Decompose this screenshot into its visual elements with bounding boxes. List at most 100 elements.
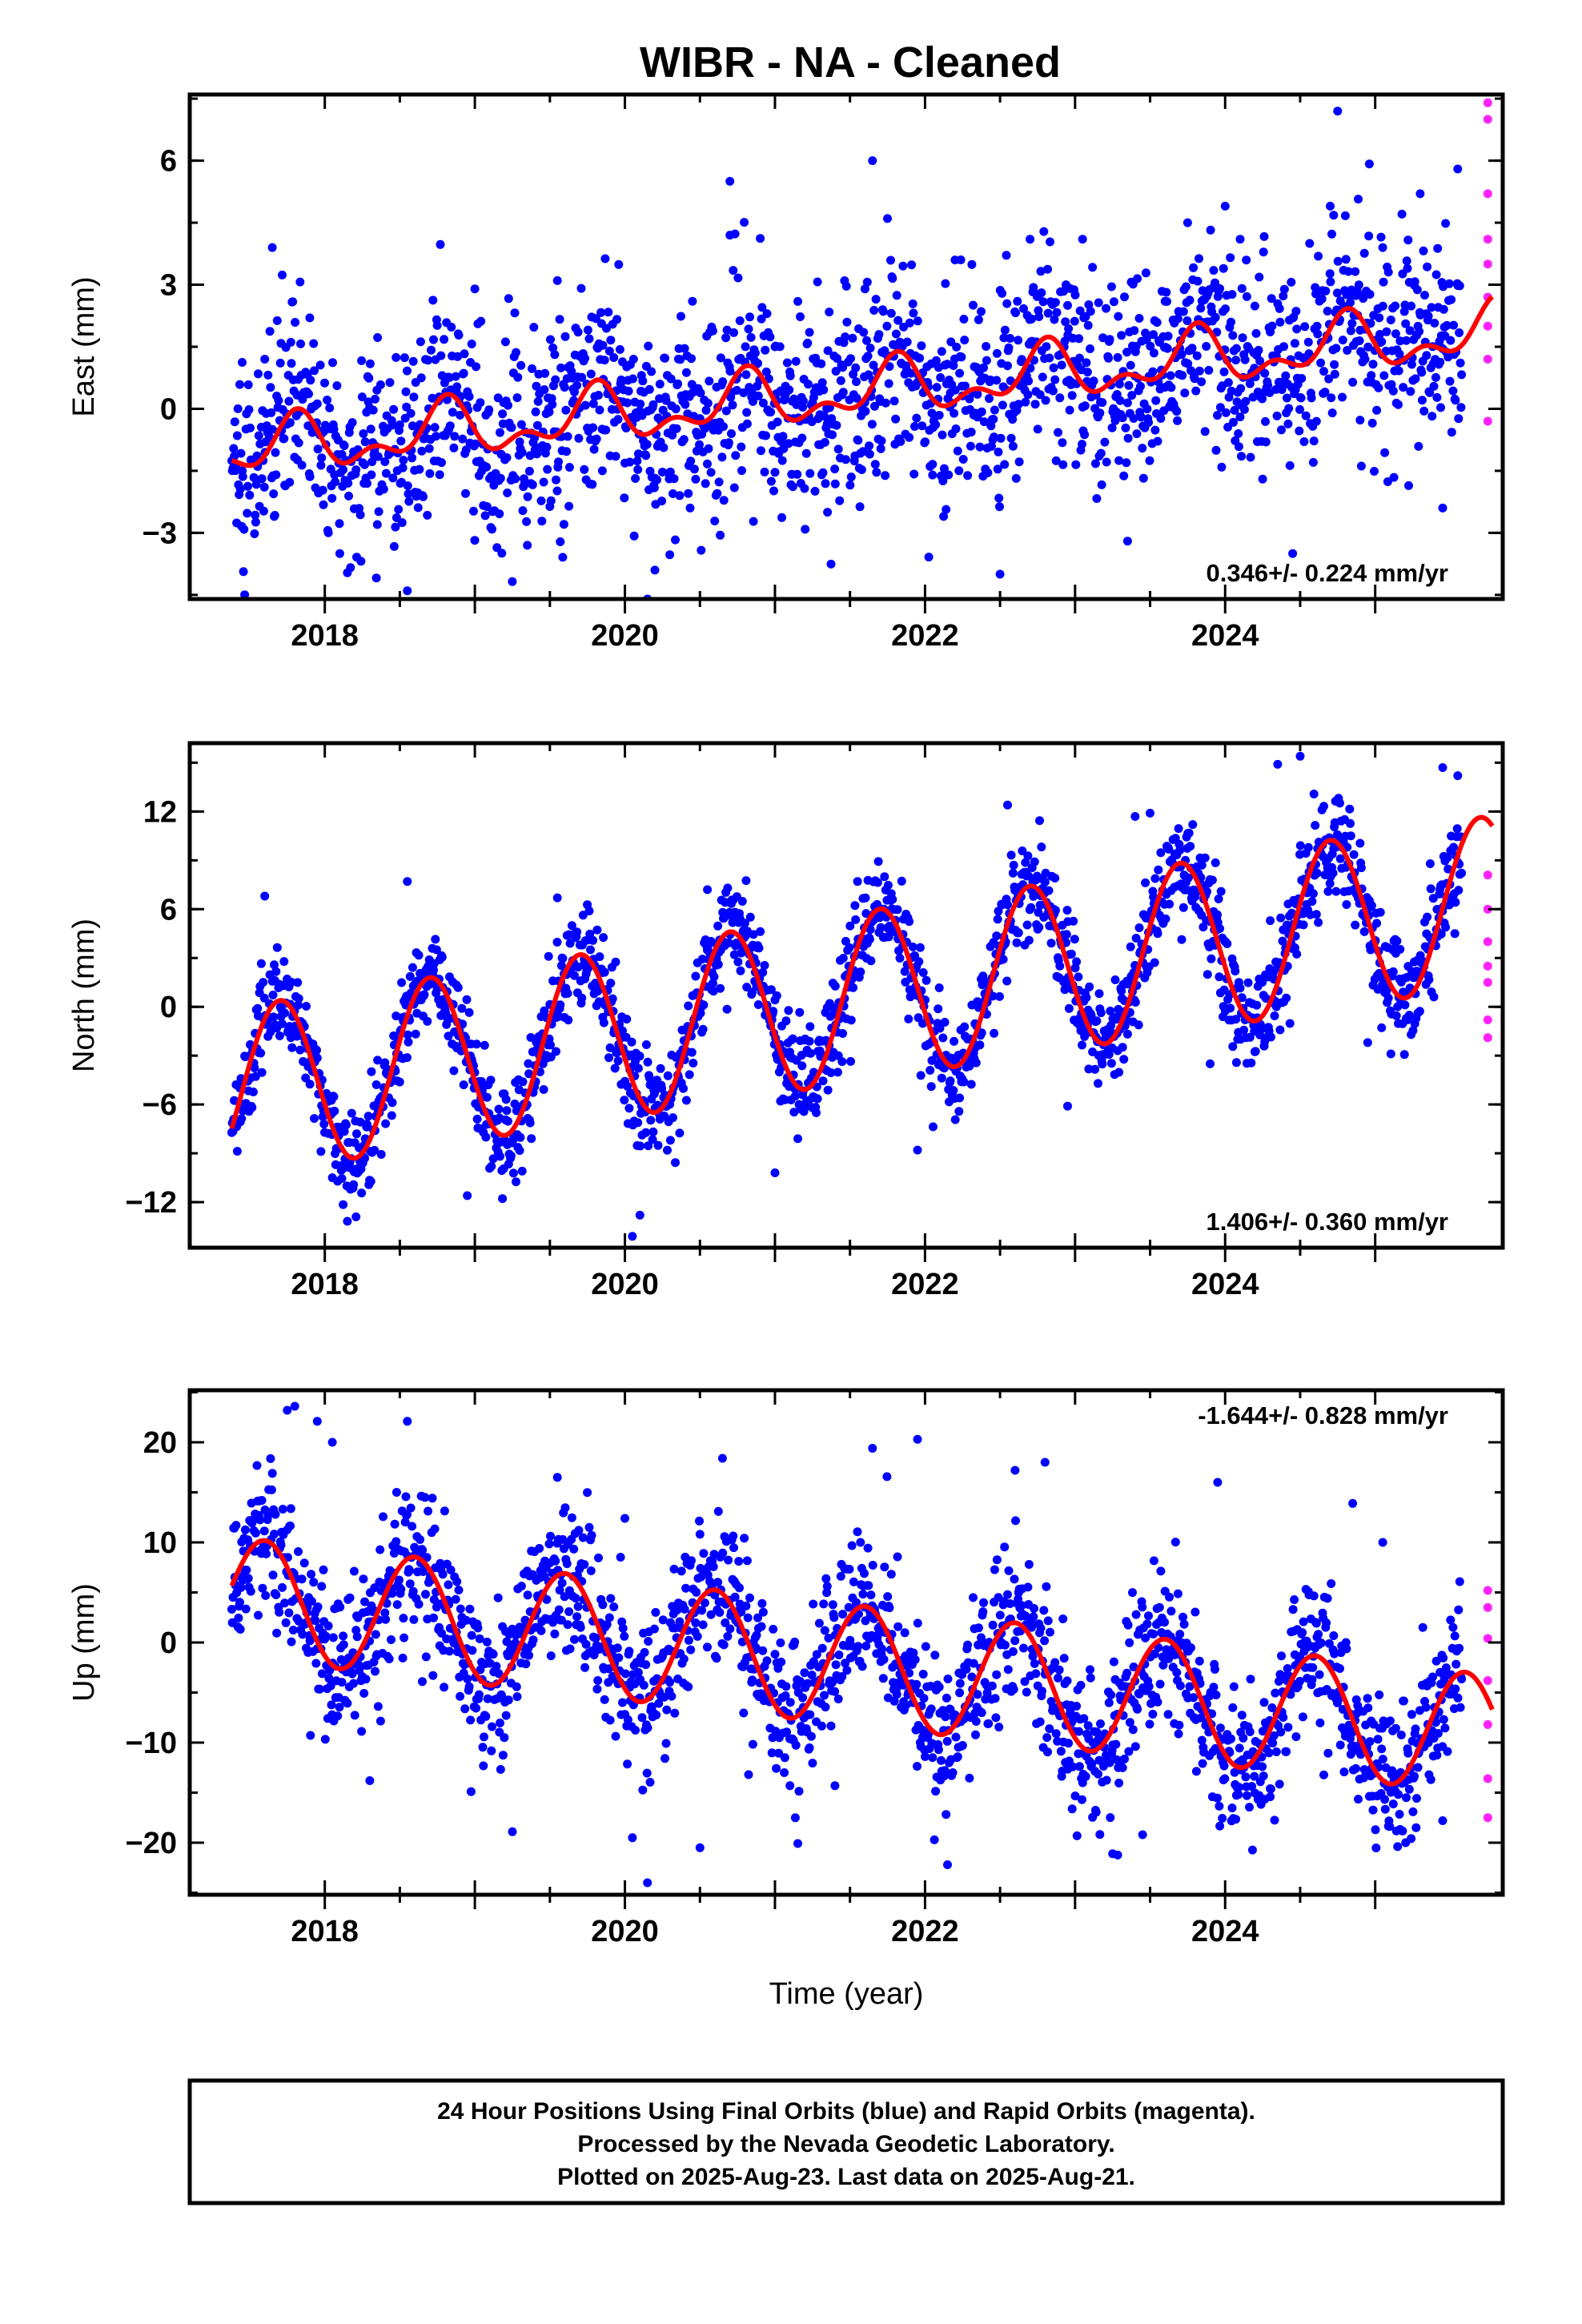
final-orbit-point <box>517 448 527 457</box>
final-orbit-point <box>437 952 447 962</box>
final-orbit-point <box>1092 1016 1102 1026</box>
final-orbit-point <box>533 396 543 406</box>
final-orbit-point <box>375 1545 385 1554</box>
rapid-orbit-point <box>1483 189 1492 199</box>
final-orbit-point <box>971 1058 981 1068</box>
final-orbit-point <box>1061 317 1070 327</box>
final-orbit-point <box>1401 319 1411 328</box>
final-orbit-point <box>876 923 885 932</box>
final-orbit-point <box>877 436 886 445</box>
final-orbit-point <box>1122 458 1131 468</box>
final-orbit-point <box>423 510 432 520</box>
final-orbit-point <box>907 260 917 270</box>
final-orbit-point <box>1105 335 1114 344</box>
final-orbit-point <box>1367 371 1376 380</box>
final-orbit-point <box>270 1530 279 1539</box>
final-orbit-point <box>267 408 276 417</box>
final-orbit-point <box>1412 285 1422 295</box>
final-orbit-point <box>841 1659 850 1668</box>
final-orbit-point <box>1380 448 1390 457</box>
final-orbit-point <box>599 1018 608 1027</box>
final-orbit-point <box>1292 324 1302 334</box>
final-orbit-point <box>432 432 441 441</box>
final-orbit-point <box>1263 380 1273 390</box>
final-orbit-point <box>390 1519 400 1529</box>
final-orbit-point <box>236 1582 246 1592</box>
final-orbit-point <box>1378 243 1387 252</box>
final-orbit-point <box>766 985 776 995</box>
final-orbit-point <box>335 1703 344 1712</box>
final-orbit-point <box>432 320 442 330</box>
final-orbit-point <box>474 1690 484 1699</box>
final-orbit-point <box>751 1643 761 1653</box>
final-orbit-point <box>1172 407 1182 416</box>
final-orbit-point <box>1351 267 1360 276</box>
final-orbit-point <box>1008 868 1018 878</box>
final-orbit-point <box>513 372 523 382</box>
final-orbit-point <box>993 464 1002 474</box>
final-orbit-point <box>272 316 282 325</box>
final-orbit-point <box>1290 339 1299 348</box>
x-tick-label: 2022 <box>891 1268 959 1301</box>
final-orbit-point <box>1019 304 1028 313</box>
final-orbit-point <box>1069 916 1078 926</box>
final-orbit-point <box>555 315 564 324</box>
final-orbit-point <box>1057 360 1066 370</box>
final-orbit-point <box>973 389 982 399</box>
final-orbit-point <box>955 1093 965 1103</box>
final-orbit-point <box>524 1651 534 1660</box>
final-orbit-point <box>912 413 921 423</box>
final-orbit-point <box>591 1633 600 1642</box>
final-orbit-point <box>556 537 565 546</box>
final-orbit-point <box>421 1652 431 1662</box>
final-orbit-point <box>487 1746 496 1755</box>
final-orbit-point <box>766 476 776 486</box>
final-orbit-point <box>620 493 629 503</box>
final-orbit-point <box>697 545 706 555</box>
final-orbit-point <box>381 1119 391 1128</box>
final-orbit-point <box>309 1578 319 1587</box>
final-orbit-point <box>578 1533 588 1542</box>
final-orbit-point <box>680 1604 689 1614</box>
final-orbit-point <box>449 443 459 452</box>
final-orbit-point <box>359 1574 368 1584</box>
final-orbit-point <box>819 1599 829 1609</box>
final-orbit-point <box>278 270 287 279</box>
final-orbit-point <box>404 489 413 499</box>
final-orbit-point <box>631 1726 640 1735</box>
final-orbit-point <box>851 363 861 372</box>
final-orbit-point <box>648 1135 657 1144</box>
final-orbit-point <box>695 440 704 449</box>
final-orbit-point <box>469 506 478 516</box>
final-orbit-point <box>931 356 941 365</box>
final-orbit-point <box>1415 1007 1424 1016</box>
final-orbit-point <box>637 1713 647 1723</box>
final-orbit-point <box>905 432 914 442</box>
final-orbit-point <box>595 405 604 415</box>
final-orbit-point <box>1273 759 1283 769</box>
final-orbit-point <box>464 1682 474 1691</box>
final-orbit-point <box>1429 381 1439 391</box>
final-orbit-point <box>1415 327 1424 336</box>
up-final-orbit-points <box>227 1454 1467 1860</box>
final-orbit-point <box>1377 337 1387 347</box>
final-orbit-point <box>343 1699 352 1708</box>
final-orbit-point <box>1327 408 1337 418</box>
final-orbit-point <box>665 550 675 560</box>
final-orbit-point <box>858 1590 868 1599</box>
final-orbit-point <box>437 1628 446 1638</box>
final-orbit-point <box>1311 283 1320 292</box>
final-orbit-point <box>769 486 778 496</box>
final-orbit-point <box>1441 219 1451 228</box>
final-orbit-point <box>1213 411 1222 420</box>
final-orbit-point <box>849 1577 858 1586</box>
final-orbit-point <box>633 449 643 459</box>
final-orbit-point <box>246 1586 255 1596</box>
final-orbit-point <box>1072 957 1082 967</box>
east-frame <box>187 92 1505 601</box>
final-orbit-point <box>367 457 377 467</box>
final-orbit-point <box>1282 993 1291 1003</box>
final-orbit-point <box>478 1743 488 1752</box>
final-orbit-point <box>994 907 1003 916</box>
final-orbit-point <box>1443 864 1453 874</box>
